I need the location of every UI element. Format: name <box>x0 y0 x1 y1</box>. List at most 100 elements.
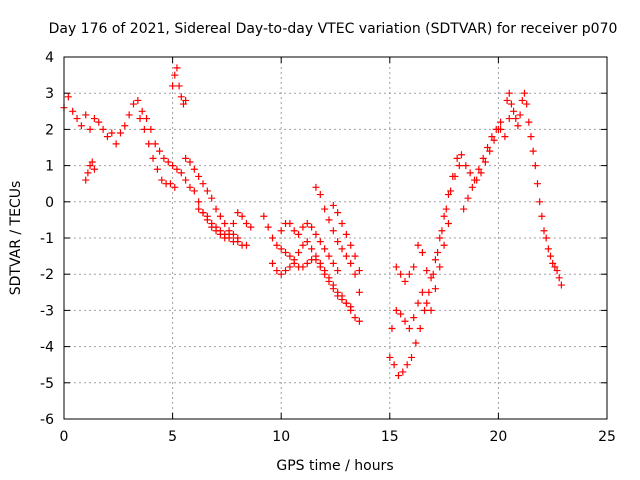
data-point <box>473 176 481 184</box>
data-point <box>203 212 211 220</box>
data-point <box>212 205 220 213</box>
data-point <box>518 96 526 104</box>
data-point <box>82 176 90 184</box>
data-point <box>147 125 155 133</box>
data-point <box>438 227 446 235</box>
data-point <box>484 144 492 151</box>
data-point <box>412 339 420 347</box>
y-tick-label: 2 <box>45 122 54 138</box>
data-point <box>90 115 98 123</box>
data-point <box>212 223 220 231</box>
data-point <box>149 154 157 162</box>
data-point <box>182 154 190 162</box>
data-point <box>423 267 431 275</box>
data-point <box>423 299 431 307</box>
data-point <box>303 259 311 267</box>
data-point <box>501 133 509 141</box>
data-point <box>308 223 316 231</box>
data-series <box>497 115 513 141</box>
data-point <box>321 245 329 253</box>
data-series <box>277 220 342 275</box>
data-point <box>440 241 448 249</box>
data-point <box>347 303 355 311</box>
data-point <box>190 165 198 173</box>
data-point <box>523 100 531 108</box>
data-point <box>514 122 522 130</box>
data-point <box>195 198 203 206</box>
data-point <box>551 263 559 271</box>
data-point <box>444 220 452 228</box>
data-point <box>447 187 455 195</box>
data-series <box>60 93 250 249</box>
data-point <box>410 314 418 322</box>
data-point <box>82 111 90 119</box>
data-point <box>112 140 120 148</box>
data-point <box>208 220 216 228</box>
data-point <box>525 118 533 126</box>
data-series <box>503 89 565 289</box>
data-point <box>164 158 172 166</box>
data-point <box>303 220 311 228</box>
data-point <box>130 100 138 108</box>
data-point <box>125 111 133 119</box>
data-point <box>355 317 363 325</box>
data-point <box>234 209 242 217</box>
data-point <box>316 238 324 246</box>
data-point <box>221 220 229 228</box>
data-point <box>512 115 520 123</box>
data-point <box>329 259 337 267</box>
y-tick-label: -5 <box>40 376 54 392</box>
data-point <box>334 292 342 300</box>
data-point <box>121 122 129 130</box>
data-point <box>405 270 413 278</box>
data-point <box>414 241 422 249</box>
data-point <box>460 205 468 213</box>
data-point <box>355 288 363 296</box>
data-point <box>143 115 151 123</box>
data-point <box>355 267 363 275</box>
data-point <box>497 118 505 126</box>
data-point <box>464 194 472 202</box>
data-point <box>88 158 96 166</box>
data-point <box>173 165 181 173</box>
data-series <box>329 201 363 275</box>
data-point <box>277 245 285 253</box>
data-point <box>116 129 124 137</box>
data-point <box>399 368 407 376</box>
data-point <box>247 223 255 231</box>
data-point <box>527 133 535 141</box>
y-tick-label: 4 <box>45 50 54 66</box>
y-axis-label: SDTVAR / TECUs <box>8 181 24 296</box>
data-point <box>95 118 103 126</box>
data-point <box>153 165 161 173</box>
data-point <box>169 82 177 90</box>
data-point <box>242 241 250 249</box>
data-point <box>418 248 426 256</box>
data-point <box>286 220 294 228</box>
data-point <box>203 187 211 195</box>
data-point <box>325 216 333 224</box>
data-series <box>182 154 242 242</box>
data-point <box>351 314 359 322</box>
y-tick-label: -3 <box>40 303 54 319</box>
data-point <box>507 100 515 108</box>
data-point <box>329 227 337 235</box>
data-point <box>299 223 307 231</box>
points-layer <box>60 64 565 380</box>
data-point <box>503 96 511 104</box>
data-point <box>479 154 487 162</box>
data-point <box>342 299 350 307</box>
data-point <box>286 263 294 271</box>
data-point <box>264 223 272 231</box>
data-point <box>449 172 457 180</box>
data-point <box>186 158 194 166</box>
data-point <box>108 129 116 137</box>
data-point <box>229 220 237 228</box>
data-point <box>444 191 452 199</box>
data-point <box>312 256 320 264</box>
data-point <box>316 263 324 271</box>
data-point <box>84 169 92 177</box>
data-point <box>73 115 81 123</box>
data-point <box>273 241 281 249</box>
